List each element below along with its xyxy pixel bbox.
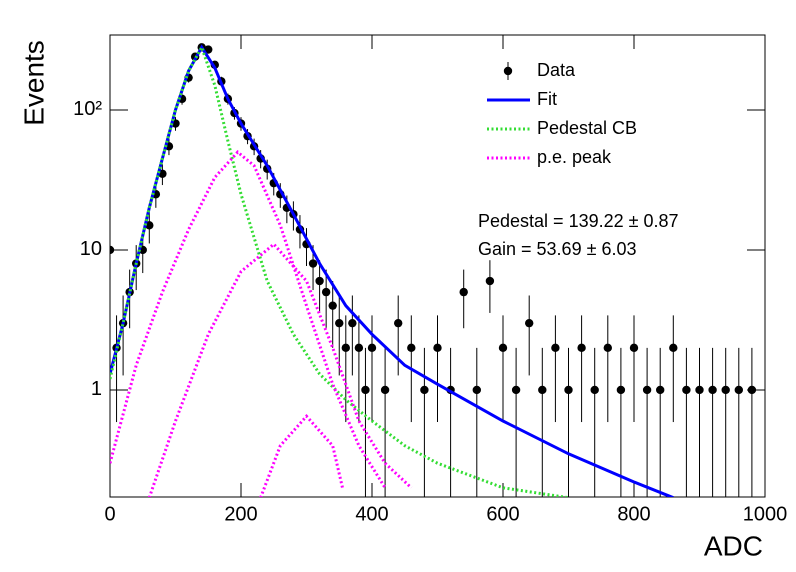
data-point — [747, 385, 757, 395]
data-point — [695, 385, 704, 395]
data-point — [328, 301, 337, 310]
data-point — [603, 343, 612, 353]
x-tick-label: 1000 — [743, 503, 788, 525]
data-point — [485, 276, 495, 286]
data-point — [590, 385, 599, 395]
data-point — [407, 343, 416, 353]
y-axis-label: Events — [18, 40, 49, 126]
data-point — [361, 385, 370, 395]
data-point — [433, 343, 442, 353]
fit-curve — [110, 150, 387, 489]
annotation: Pedestal = 139.22 ± 0.87 — [478, 211, 679, 231]
data-point — [335, 318, 344, 328]
data-point — [367, 343, 377, 353]
data-point — [551, 343, 560, 353]
x-axis-label: ADC — [704, 530, 763, 561]
fit-curve — [147, 242, 413, 497]
legend-label: Fit — [537, 89, 557, 109]
data-point — [321, 287, 331, 297]
legend-label: p.e. peak — [537, 147, 612, 167]
data-point — [721, 385, 730, 395]
fit-curve — [110, 44, 674, 497]
data-point — [564, 385, 573, 395]
data-point — [511, 385, 521, 395]
x-tick-label: 0 — [104, 503, 115, 525]
annotation: Gain = 53.69 ± 6.03 — [478, 239, 637, 259]
data-point — [315, 276, 324, 286]
data-point — [394, 318, 403, 328]
data-point — [708, 385, 717, 395]
data-point — [629, 343, 639, 353]
legend-label: Pedestal CB — [537, 118, 637, 138]
data-point — [341, 343, 350, 353]
data-point — [308, 259, 318, 268]
fit-curve — [259, 413, 344, 497]
data-point — [577, 343, 586, 353]
data-point — [734, 385, 743, 395]
data-point — [616, 385, 626, 395]
data-point — [420, 385, 429, 395]
plot-area — [110, 43, 757, 497]
data-point — [656, 385, 665, 395]
data-point — [498, 343, 508, 353]
data-point — [459, 287, 468, 297]
y-tick-label: 1 — [91, 378, 102, 400]
data-point — [380, 385, 390, 395]
data-point — [642, 385, 652, 395]
data-point — [669, 343, 678, 353]
data-point — [348, 318, 357, 328]
x-tick-label: 200 — [224, 503, 257, 525]
data-point — [538, 385, 547, 395]
y-tick-label: 10² — [73, 98, 102, 120]
legend-label: Data — [537, 60, 576, 80]
legend-marker — [503, 66, 513, 76]
data-point — [354, 343, 364, 353]
x-tick-label: 400 — [355, 503, 388, 525]
x-tick-label: 800 — [617, 503, 650, 525]
data-point — [682, 385, 691, 395]
data-point — [525, 318, 534, 328]
data-point — [472, 385, 481, 395]
fit-curve — [110, 43, 569, 497]
data-point — [110, 245, 115, 255]
y-tick-label: 10 — [80, 238, 102, 260]
x-tick-label: 600 — [486, 503, 519, 525]
